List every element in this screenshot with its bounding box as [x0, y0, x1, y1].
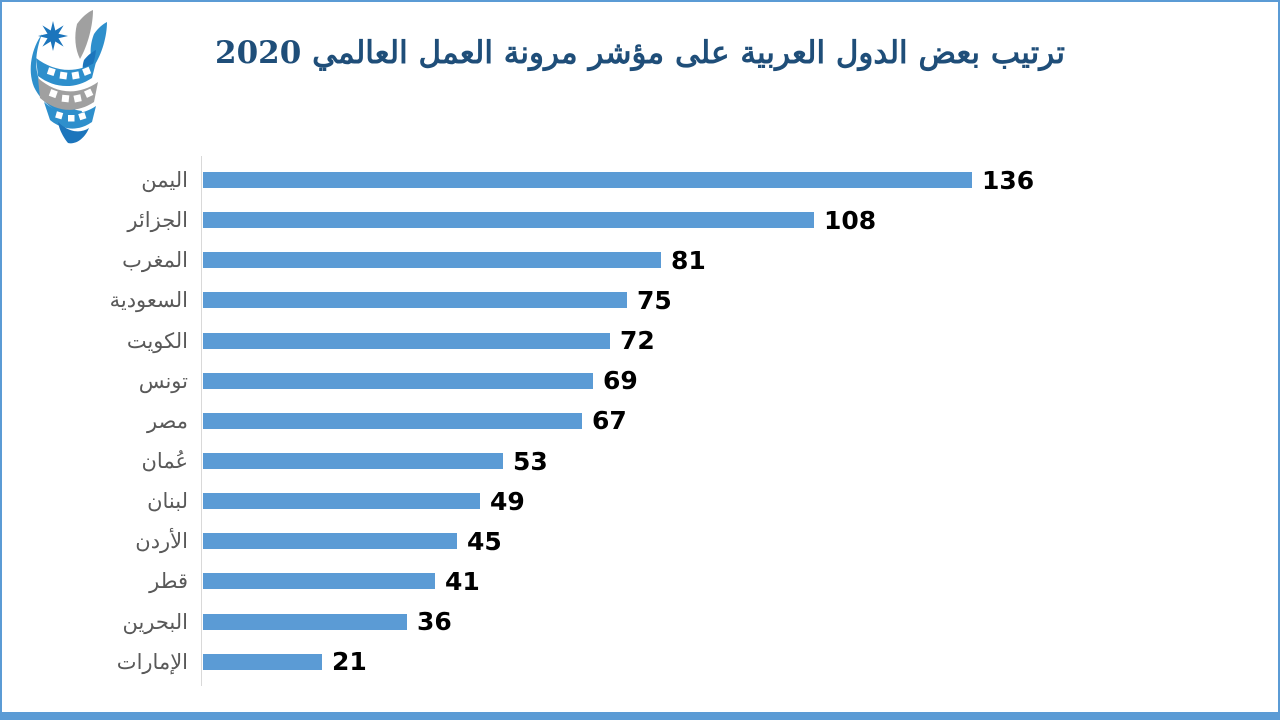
country-label: السعودية [109, 288, 188, 313]
value-label: 108 [824, 205, 877, 235]
country-label: الإمارات [116, 649, 188, 674]
bar-area: 69 [188, 368, 1272, 393]
bar [203, 252, 661, 269]
country-label: تونس [138, 368, 188, 393]
logo-band-2-dashes [48, 88, 94, 103]
value-label: 21 [332, 647, 367, 677]
country-label: عُمان [141, 449, 189, 474]
bar [203, 172, 972, 189]
bar-row: البحرين 36 [2, 602, 1272, 642]
star-icon [38, 21, 68, 51]
bar-row: قطر 41 [2, 561, 1272, 601]
bar-rows: اليمن 136 الجزائر 108 المغرب 81 السعودية… [2, 160, 1272, 682]
bar-row: تونس 69 [2, 361, 1272, 401]
chart-title: ترتيب بعض الدول العربية على مؤشر مرونة ا… [215, 35, 1065, 71]
value-label: 67 [592, 406, 627, 436]
bar-row: لبنان 49 [2, 481, 1272, 521]
country-label: المغرب [122, 248, 188, 273]
bar [203, 493, 480, 510]
bar-area: 108 [188, 208, 1272, 233]
bar-row: الإمارات 21 [2, 642, 1272, 682]
value-label: 81 [671, 245, 706, 275]
country-label: الجزائر [127, 208, 188, 233]
bar [203, 332, 610, 349]
bar-area: 45 [188, 529, 1272, 554]
bar-area: 21 [188, 649, 1272, 674]
organization-logo [30, 10, 107, 144]
bottom-accent-strip [2, 712, 1278, 718]
bar [203, 453, 503, 470]
bar-area: 49 [188, 489, 1272, 514]
bar-area: 67 [188, 408, 1272, 433]
bar-row: عُمان 53 [2, 441, 1272, 481]
bar [203, 653, 322, 670]
bar-area: 36 [188, 609, 1272, 634]
y-axis-line [201, 156, 202, 686]
country-label: لبنان [147, 489, 188, 514]
logo-gray-blade [75, 10, 93, 59]
value-label: 72 [620, 326, 655, 356]
bar [203, 573, 435, 590]
bar-area: 72 [188, 328, 1272, 353]
value-label: 136 [982, 165, 1035, 195]
bar-row: المغرب 81 [2, 240, 1272, 280]
bar [203, 533, 457, 550]
country-label: قطر [149, 569, 188, 594]
value-label: 75 [637, 285, 672, 315]
bar-row: الجزائر 108 [2, 200, 1272, 240]
logo-band-3-dashes [55, 111, 87, 122]
bar-area: 41 [188, 569, 1272, 594]
value-label: 36 [417, 607, 452, 637]
value-label: 53 [513, 446, 548, 476]
bar-row: الأردن 45 [2, 521, 1272, 561]
logo-tail [58, 122, 89, 144]
value-label: 45 [467, 526, 502, 556]
bar-area: 53 [188, 449, 1272, 474]
value-label: 69 [603, 366, 638, 396]
bar [203, 292, 627, 309]
logo-band-gray [38, 78, 98, 110]
value-label: 49 [490, 486, 525, 516]
bar-area: 136 [188, 168, 1272, 193]
country-label: اليمن [141, 168, 188, 193]
bar [203, 412, 582, 429]
country-label: البحرين [122, 609, 188, 634]
bar-row: الكويت 72 [2, 321, 1272, 361]
bar [203, 212, 814, 229]
bar-area: 81 [188, 248, 1272, 273]
country-label: الأردن [135, 529, 188, 554]
bar-row: السعودية 75 [2, 280, 1272, 320]
country-label: مصر [146, 408, 188, 433]
value-label: 41 [445, 566, 480, 596]
logo-band-blue-1 [36, 58, 96, 87]
bar-row: اليمن 136 [2, 160, 1272, 200]
bar-row: مصر 67 [2, 401, 1272, 441]
bar [203, 372, 593, 389]
country-label: الكويت [126, 328, 188, 353]
logo-band-1-dashes [46, 66, 92, 80]
bar [203, 613, 407, 630]
bar-area: 75 [188, 288, 1272, 313]
